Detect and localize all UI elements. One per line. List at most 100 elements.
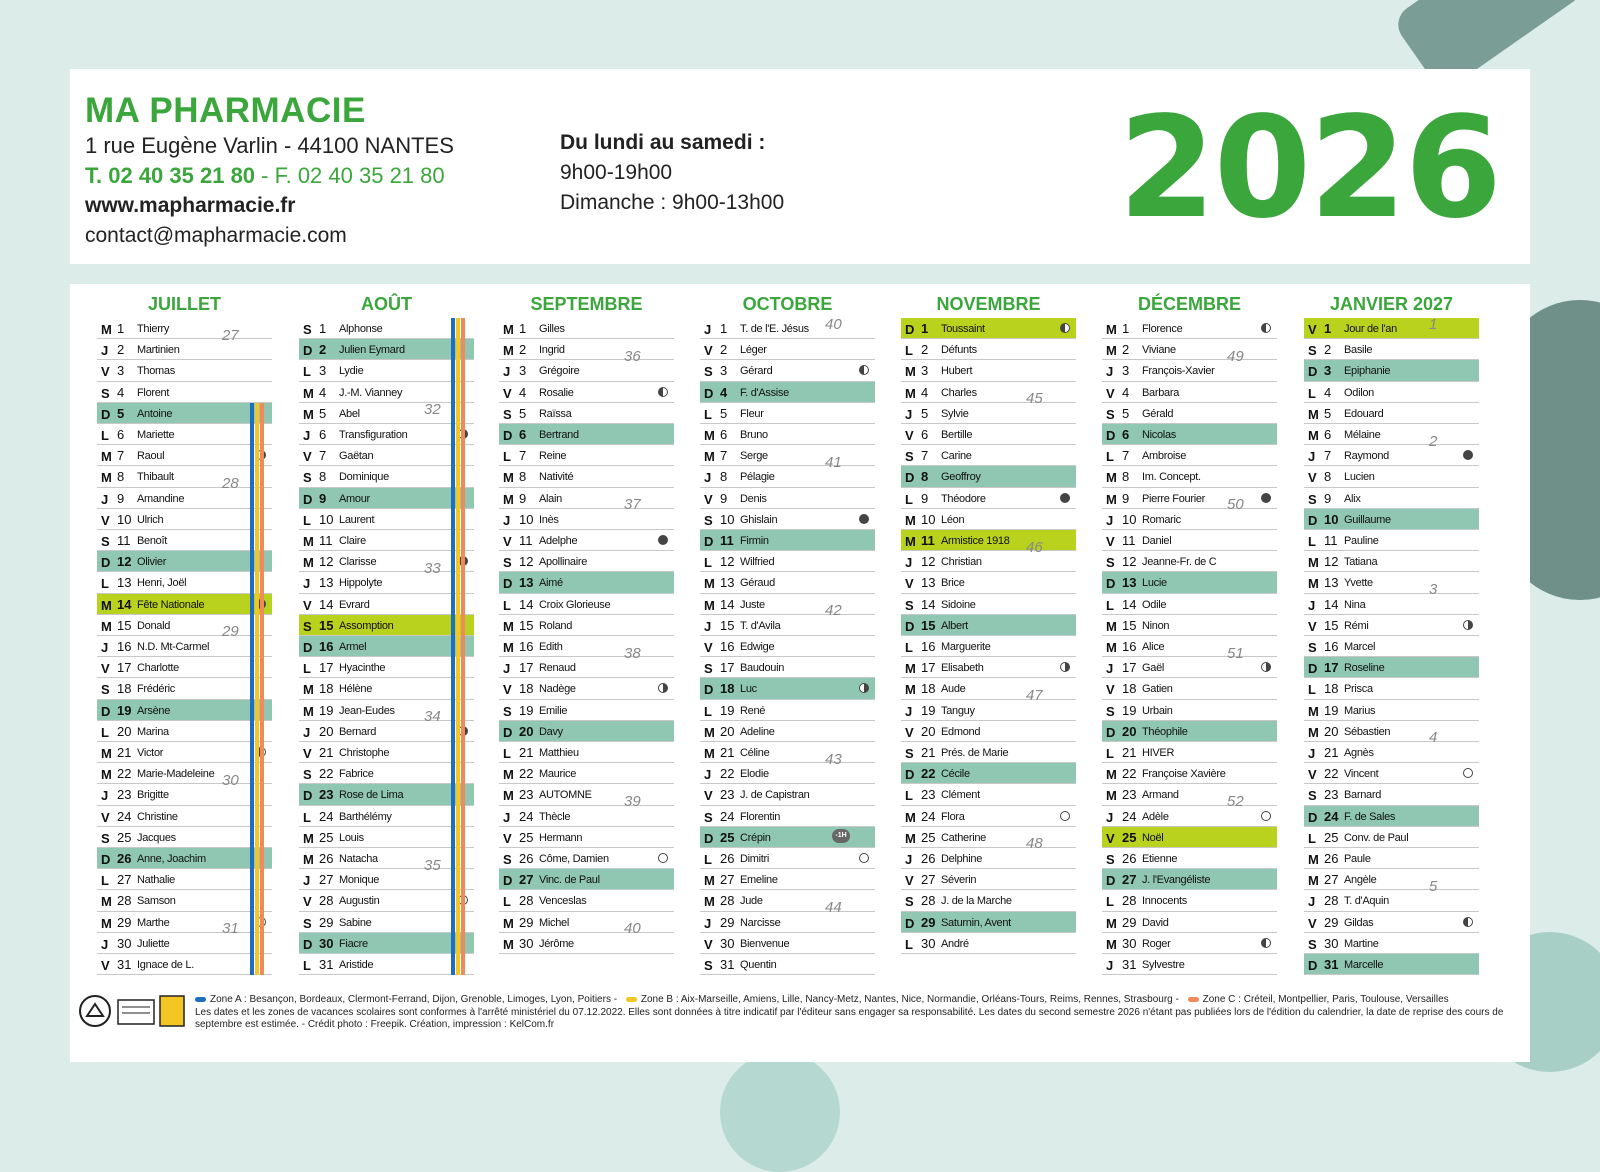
zone-a-dot [195, 996, 206, 1002]
weekday-letter: V [303, 746, 312, 761]
saint-name: Bienvenue [740, 937, 790, 950]
saint-name: Côme, Damien [539, 853, 609, 865]
saint-name: Hyacinthe [339, 662, 386, 675]
week-number: 40 [624, 920, 641, 938]
weekday-letter: L [101, 576, 109, 592]
school-holiday-bar [451, 318, 455, 976]
saint-name: Pierre Fourier [1142, 492, 1206, 505]
weekday-letter: M [503, 767, 514, 783]
saint-name: F. d'Assise [740, 386, 789, 399]
day-number: 24 [519, 808, 534, 824]
saint-name: Amour [339, 492, 370, 505]
weekday-letter: S [1308, 936, 1317, 952]
day-number: 28 [519, 893, 534, 909]
school-holiday-bar [456, 318, 460, 976]
saint-name: Donald [137, 619, 171, 632]
day-number: 27 [921, 872, 936, 888]
weekday-letter: L [704, 852, 712, 867]
day-number: 17 [117, 660, 132, 676]
saint-name: Elodie [740, 768, 769, 781]
weekday-letter: J [101, 936, 109, 952]
day-row: D 11 Firmin [700, 530, 875, 552]
weekday-letter: M [101, 894, 112, 910]
saint-name: Jacques [137, 831, 176, 844]
week-number: 37 [624, 496, 641, 514]
weekday-letter: L [905, 343, 913, 359]
day-number: 15 [519, 617, 534, 633]
saint-name: Marina [137, 725, 169, 738]
day-number: 23 [519, 787, 534, 803]
saint-name: Etienne [1142, 853, 1178, 865]
weekday-letter: S [303, 915, 312, 931]
day-number: 4 [117, 384, 125, 400]
weekday-letter: M [905, 385, 916, 401]
saint-name: J. de Capistran [740, 789, 810, 802]
day-number: 20 [1324, 723, 1339, 739]
weekday-letter: J [503, 512, 511, 528]
day-row: L 26 Dimitri [700, 848, 875, 870]
day-row: M 29 Marthe [97, 912, 272, 933]
day-row: J 23 Brigitte [97, 784, 272, 806]
saint-name: Guillaume [1344, 513, 1391, 526]
weekday-letter: D [101, 703, 111, 719]
weekday-letter: S [503, 555, 512, 571]
day-row: M 28 Jude [700, 890, 875, 912]
weekday-letter: V [503, 534, 512, 549]
day-number: 15 [117, 617, 132, 633]
day-number: 14 [117, 596, 132, 612]
hours-sunday: Dimanche : 9h00-13h00 [560, 191, 785, 214]
day-row: D 19 Arsène [97, 699, 272, 721]
day-row: D 4 F. d'Assise [700, 381, 875, 403]
day-row: D 18 Luc [700, 678, 875, 700]
day-row: M 22 Maurice [499, 763, 674, 785]
day-row: J 6 Transfiguration [299, 424, 474, 446]
saint-name: David [1142, 916, 1169, 929]
saint-name: Fabrice [339, 768, 374, 781]
weekday-letter: M [1106, 322, 1117, 337]
day-row: M 15 Donald [97, 615, 272, 637]
day-row: S 29 Sabine [299, 912, 474, 933]
saint-name: Gérald [1142, 407, 1174, 420]
pharmacy-email[interactable]: contact@mapharmacie.com [85, 224, 347, 247]
saint-name: N.D. Mt-Carmel [137, 641, 210, 653]
week-number: 49 [1227, 347, 1244, 365]
weekday-letter: M [503, 343, 514, 359]
day-row: V 7 Gaëtan [299, 445, 474, 467]
weekday-letter: M [1106, 343, 1117, 359]
weekday-letter: D [1106, 428, 1116, 443]
saint-name: Florent [137, 386, 170, 399]
day-row: M 8 Im. Concept. [1102, 466, 1277, 488]
saint-name: Hélène [339, 683, 373, 696]
saint-name: Christine [137, 810, 178, 823]
month-title: NOVEMBRE [936, 294, 1041, 314]
saint-name: Inès [539, 513, 559, 526]
day-row: L 23 Clément [901, 784, 1076, 806]
day-number: 19 [921, 702, 936, 718]
pharmacy-website[interactable]: www.mapharmacie.fr [85, 194, 296, 217]
day-row: M 6 Mélaine [1304, 424, 1479, 446]
day-row: J 15 T. d'Avila [700, 615, 875, 637]
day-row: M 7 Serge [700, 445, 875, 467]
day-number: 22 [921, 766, 936, 782]
weekday-letter: V [1106, 385, 1115, 401]
day-number: 12 [1122, 554, 1137, 570]
weekday-letter: J [704, 322, 712, 337]
weekday-letter: V [101, 809, 110, 825]
day-number: 27 [519, 872, 534, 888]
pharmacy-address: 1 rue Eugène Varlin - 44100 NANTES [85, 133, 454, 158]
day-number: 6 [720, 427, 728, 442]
day-row: V 8 Lucien [1304, 466, 1479, 488]
week-number: 30 [222, 771, 239, 789]
saint-name: Daniel [1142, 535, 1172, 547]
day-number: 17 [720, 660, 735, 676]
school-holiday-bar [255, 402, 259, 976]
day-number: 9 [1122, 490, 1130, 506]
saint-name: Nativité [539, 471, 574, 484]
saint-name: Paule [1344, 853, 1371, 865]
day-row: M 13 Géraud [700, 572, 875, 594]
saint-name: Jour de l'an [1344, 323, 1397, 335]
day-number: 3 [720, 363, 728, 379]
week-number: 3 [1429, 581, 1438, 598]
weekday-letter: S [303, 767, 312, 783]
saint-name: Hermann [539, 831, 583, 844]
